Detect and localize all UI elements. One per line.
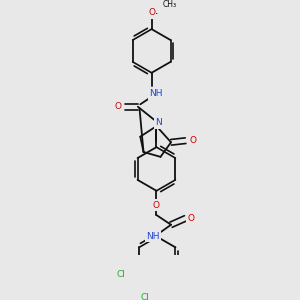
- Text: CH₃: CH₃: [162, 0, 176, 9]
- Text: N: N: [155, 118, 162, 127]
- Text: O: O: [188, 214, 195, 223]
- Text: O: O: [148, 8, 155, 17]
- Text: NH: NH: [146, 232, 160, 241]
- Text: NH: NH: [149, 89, 162, 98]
- Text: O: O: [114, 102, 121, 111]
- Text: Cl: Cl: [116, 270, 125, 279]
- Text: O: O: [189, 136, 196, 145]
- Text: O: O: [153, 201, 160, 210]
- Text: Cl: Cl: [141, 293, 150, 300]
